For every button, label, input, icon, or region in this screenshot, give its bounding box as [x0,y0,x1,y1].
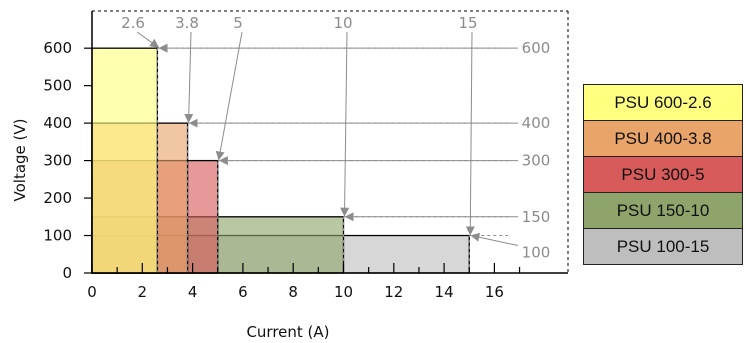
current-annotation: 10 [333,14,352,32]
current-annotation: 2.6 [121,14,145,32]
legend-item-psu-400-3-8: PSU 400-3.8 [583,120,743,157]
voltage-annotation: 300 [522,152,551,170]
annotations-layer: 2.6 3.8 5 10 15 600 400 300 150 100 [121,14,550,262]
y-tick-label: 100 [43,227,72,245]
voltage-annotation: 150 [522,208,551,226]
y-tick-label: 200 [43,189,72,207]
current-annotation: 5 [233,14,243,32]
current-annotation: 15 [458,14,477,32]
x-tick-label: 8 [288,283,298,301]
bars-layer [91,47,470,274]
x-tick-label: 0 [87,283,97,301]
y-tick-label: 500 [43,77,72,95]
current-arrow [215,31,243,161]
y-tick-label: 400 [43,114,72,132]
y-tick-label: 600 [43,39,72,57]
y-tick-label: 0 [62,264,72,282]
voltage-annotation: 400 [522,114,551,132]
x-tick-label: 10 [334,283,353,301]
x-tick-label: 14 [435,283,454,301]
current-arrow [340,31,350,217]
axes-layer: 0 2 4 6 8 10 12 14 16 0 100 200 300 400 500 600 [43,10,569,301]
y-axis-title: Voltage (V) [11,119,29,202]
legend-item-psu-100-15: PSU 100-15 [583,228,743,265]
current-arrow [184,31,194,124]
y-tick-label: 300 [43,152,72,170]
current-arrow [136,31,160,48]
voltage-annotation: 600 [522,39,551,57]
bar-psu-600-2-6 [91,47,159,274]
legend-item-psu-600-2-6: PSU 600-2.6 [583,84,743,121]
x-tick-label: 2 [138,283,148,301]
x-tick-label: 16 [485,283,504,301]
legend-item-psu-300-5: PSU 300-5 [583,156,743,193]
x-axis-title: Current (A) [246,323,329,341]
legend-item-psu-150-10: PSU 150-10 [583,192,743,229]
current-arrow [465,31,475,236]
x-tick-label: 4 [188,283,198,301]
x-tick-label: 6 [238,283,248,301]
x-tick-label: 12 [384,283,403,301]
voltage-annotation: 100 [522,244,551,262]
current-annotation: 3.8 [175,14,199,32]
legend: PSU 600-2.6 PSU 400-3.8 PSU 300-5 PSU 150-1… [583,84,743,265]
voltage-arrow [470,232,519,247]
